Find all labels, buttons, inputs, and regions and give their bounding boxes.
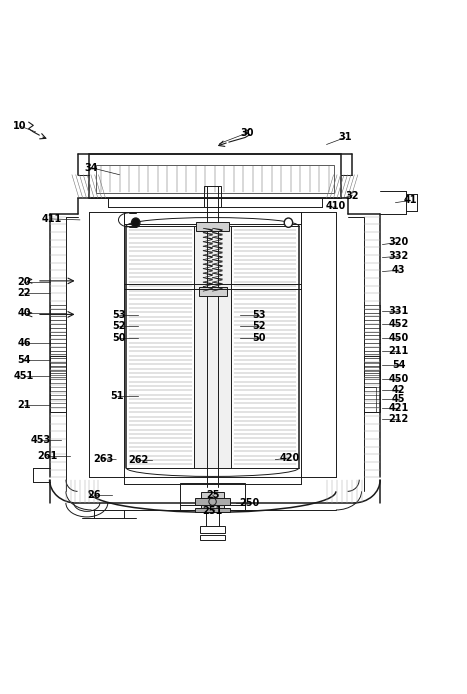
- Text: 41: 41: [403, 195, 417, 205]
- Bar: [201, 492, 224, 511]
- Text: 452: 452: [389, 319, 409, 329]
- Text: 320: 320: [389, 237, 409, 247]
- Text: 53: 53: [252, 310, 266, 321]
- Bar: [195, 498, 230, 505]
- Bar: [204, 187, 221, 208]
- Bar: [96, 165, 333, 194]
- Text: 40: 40: [17, 308, 31, 319]
- Bar: [194, 226, 231, 468]
- Text: 52: 52: [113, 321, 126, 331]
- Bar: [50, 356, 66, 412]
- Text: 42: 42: [392, 385, 405, 395]
- Bar: [364, 356, 380, 412]
- Text: 421: 421: [389, 403, 409, 414]
- Text: 211: 211: [389, 346, 409, 356]
- Text: 453: 453: [30, 435, 50, 445]
- Bar: [124, 212, 301, 223]
- Bar: [198, 287, 226, 296]
- Text: 54: 54: [392, 359, 405, 370]
- Text: 53: 53: [113, 310, 126, 321]
- Text: 32: 32: [346, 191, 359, 201]
- Text: 262: 262: [128, 455, 148, 465]
- Bar: [195, 507, 230, 512]
- Bar: [89, 154, 340, 198]
- Text: 51: 51: [110, 391, 124, 401]
- Text: 30: 30: [241, 128, 254, 138]
- Text: 20: 20: [17, 277, 31, 287]
- Text: 26: 26: [87, 490, 100, 500]
- Text: 451: 451: [14, 371, 34, 381]
- Text: 46: 46: [17, 338, 31, 348]
- Bar: [200, 534, 225, 540]
- Text: 43: 43: [392, 265, 405, 276]
- Text: 10: 10: [13, 121, 26, 131]
- Text: 411: 411: [42, 214, 62, 224]
- Text: 450: 450: [389, 373, 409, 384]
- Ellipse shape: [284, 218, 293, 228]
- Text: 263: 263: [93, 454, 113, 464]
- Text: 420: 420: [279, 452, 299, 463]
- Text: 50: 50: [252, 332, 266, 343]
- Text: 331: 331: [389, 305, 409, 316]
- Text: 250: 250: [240, 498, 260, 508]
- Text: 410: 410: [326, 201, 346, 212]
- Ellipse shape: [132, 218, 140, 228]
- Text: 21: 21: [17, 400, 31, 410]
- Text: 52: 52: [252, 321, 266, 331]
- Text: 450: 450: [389, 332, 409, 343]
- Text: 212: 212: [389, 414, 409, 424]
- Text: 332: 332: [389, 251, 409, 261]
- Bar: [364, 387, 375, 412]
- Text: 54: 54: [17, 355, 31, 365]
- Text: 22: 22: [17, 287, 31, 298]
- Text: 31: 31: [339, 133, 352, 142]
- Text: 50: 50: [113, 332, 126, 343]
- Text: 34: 34: [85, 162, 98, 173]
- Bar: [180, 483, 245, 505]
- Bar: [196, 222, 229, 230]
- Text: 261: 261: [37, 451, 57, 462]
- Text: 25: 25: [206, 490, 219, 500]
- Text: 251: 251: [202, 506, 223, 516]
- Bar: [200, 526, 225, 533]
- Text: 45: 45: [392, 394, 405, 404]
